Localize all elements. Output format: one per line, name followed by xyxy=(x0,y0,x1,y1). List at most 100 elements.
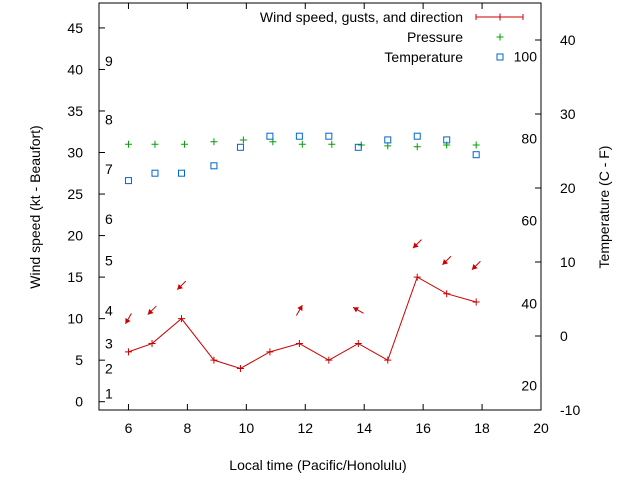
axes-layer: 6 8 10 12 14 16 18 2005101520253035404512345678… xyxy=(67,3,580,436)
plot-frame xyxy=(98,2,542,411)
beaufort-label: 6 xyxy=(105,211,113,227)
wind-speed-point xyxy=(443,290,451,298)
series-layer xyxy=(124,132,481,372)
x-tick-label: 6 xyxy=(125,420,133,436)
wind-speed-point xyxy=(295,340,303,348)
y2-tick-label: 30 xyxy=(560,106,576,122)
legend: Wind speed, gusts, and direction Pressure… xyxy=(260,9,524,65)
wind-direction-arrow xyxy=(176,280,187,291)
legend-label: Wind speed, gusts, and direction xyxy=(260,9,463,25)
wind-direction-arrow xyxy=(352,306,364,314)
pressure-point xyxy=(298,140,306,148)
wind-speed-point xyxy=(413,273,421,281)
legend-swatch-marker xyxy=(496,13,504,21)
beaufort-label: 2 xyxy=(105,360,113,376)
temperature-point xyxy=(236,143,244,151)
wind-arrow-head xyxy=(353,307,359,313)
y-tick-label: 5 xyxy=(75,352,83,368)
wind-arrow-head xyxy=(297,305,303,311)
wind-speed-point xyxy=(236,364,244,372)
wind-speed-point xyxy=(210,356,218,364)
y-tick-label: 10 xyxy=(67,311,83,327)
fahrenheit-label: 20 xyxy=(521,378,537,394)
x-tick-label: 10 xyxy=(239,420,255,436)
temperature-point xyxy=(325,132,333,140)
temperature-point xyxy=(354,143,362,151)
y-tick-label: 40 xyxy=(67,61,83,77)
beaufort-label: 7 xyxy=(105,161,113,177)
beaufort-label: 3 xyxy=(105,336,113,352)
y-tick-label: 30 xyxy=(67,145,83,161)
y-tick-label: 20 xyxy=(67,228,83,244)
temperature-point xyxy=(413,132,421,140)
x-tick-label: 8 xyxy=(184,420,192,436)
temperature-point xyxy=(295,132,303,140)
pressure-point xyxy=(384,142,392,150)
fahrenheit-label: 60 xyxy=(521,213,537,229)
wind-speed-point xyxy=(266,348,274,356)
y2-tick-label: 40 xyxy=(560,32,576,48)
pressure-point xyxy=(472,141,480,149)
temperature-point xyxy=(472,151,480,159)
temperature-point xyxy=(443,136,451,144)
wind-arrow-head xyxy=(471,264,478,270)
wind-direction-arrow xyxy=(471,260,481,271)
wind-arrow-head xyxy=(412,242,419,249)
x-axis-label: Local time (Pacific/Honolulu) xyxy=(229,457,406,473)
wind-speed-point xyxy=(384,356,392,364)
wind-speed-point xyxy=(325,356,333,364)
wind-speed-point xyxy=(354,340,362,348)
x-tick-label: 18 xyxy=(474,420,490,436)
pressure-point xyxy=(239,136,247,144)
x-tick-label: 16 xyxy=(415,420,431,436)
pressure-point xyxy=(180,140,188,148)
fahrenheit-label: 100 xyxy=(514,48,538,64)
pressure-point xyxy=(328,140,336,148)
y2-axis-label: Temperature (C - F) xyxy=(596,146,612,269)
temperature-point xyxy=(151,169,159,177)
beaufort-label: 9 xyxy=(105,53,113,69)
wind-speed-point xyxy=(178,315,186,323)
x-tick-label: 20 xyxy=(533,420,549,436)
pressure-point xyxy=(413,143,421,151)
temperature-point xyxy=(210,162,218,170)
wind-speed-line xyxy=(128,276,477,370)
wind-arrow-head xyxy=(147,308,154,315)
pressure-point xyxy=(151,140,159,148)
wind-direction-arrow xyxy=(295,304,303,316)
y-tick-label: 35 xyxy=(67,103,83,119)
y2-tick-label: -10 xyxy=(560,402,580,418)
y2-tick-label: 10 xyxy=(560,254,576,270)
fahrenheit-label: 80 xyxy=(521,130,537,146)
wind-direction-arrow xyxy=(412,239,422,249)
legend-swatch-marker xyxy=(496,53,504,61)
x-tick-label: 12 xyxy=(297,420,313,436)
beaufort-label: 8 xyxy=(105,111,113,127)
beaufort-label: 1 xyxy=(105,385,113,401)
legend-swatch-marker xyxy=(496,33,504,41)
wind-direction-arrow xyxy=(442,255,452,266)
y-tick-label: 15 xyxy=(67,269,83,285)
y-tick-label: 0 xyxy=(75,394,83,410)
wind-speed-point xyxy=(472,298,480,306)
temperature-point xyxy=(124,177,132,185)
fahrenheit-label: 40 xyxy=(521,295,537,311)
legend-label: Temperature xyxy=(384,49,463,65)
wind-speed-point xyxy=(124,348,132,356)
wind-direction-arrow xyxy=(125,313,132,325)
y-tick-label: 25 xyxy=(67,186,83,202)
wind-arrow-head xyxy=(125,317,131,324)
y2-tick-label: 0 xyxy=(560,328,568,344)
beaufort-label: 4 xyxy=(105,302,113,318)
x-tick-label: 14 xyxy=(356,420,372,436)
beaufort-label: 5 xyxy=(105,252,113,268)
wind-speed-point xyxy=(148,340,156,348)
y-axis-label: Wind speed (kt - Beaufort) xyxy=(27,125,43,288)
y2-tick-label: 20 xyxy=(560,180,576,196)
pressure-point xyxy=(210,138,218,146)
wind-arrow-head xyxy=(177,283,183,290)
wind-arrow-head xyxy=(442,259,449,265)
temperature-point xyxy=(178,169,186,177)
legend-label: Pressure xyxy=(407,29,463,45)
